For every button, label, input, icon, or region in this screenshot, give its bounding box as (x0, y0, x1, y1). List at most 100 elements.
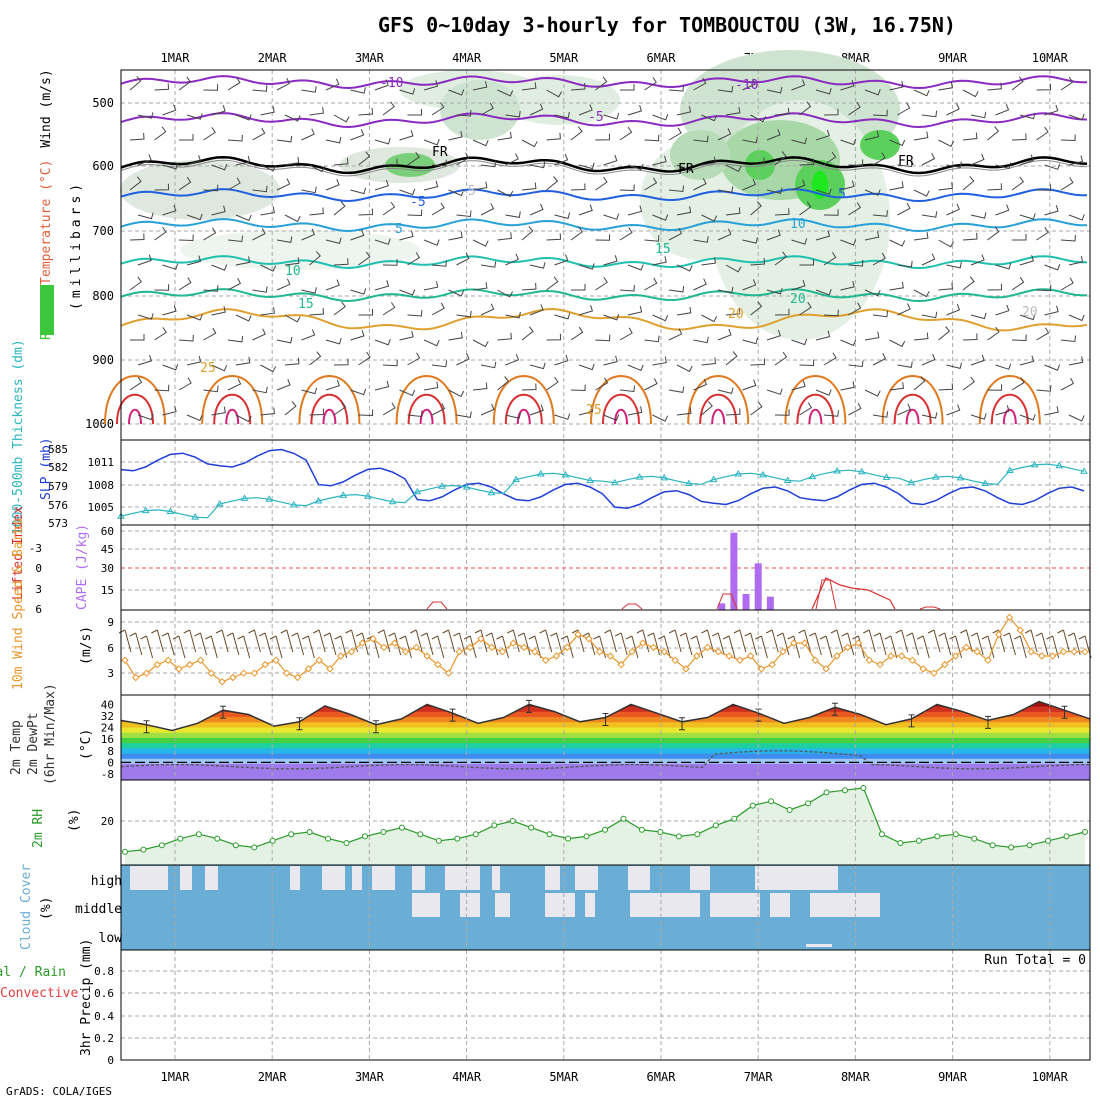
wind-barb (946, 203, 960, 216)
wind-speed-marker (736, 656, 744, 665)
wind-barb (916, 635, 930, 659)
wind-barb (302, 635, 315, 659)
wind-barb (815, 188, 832, 195)
wind-barb (717, 85, 734, 93)
thickness-marker (734, 470, 743, 477)
wind-barb (946, 404, 961, 416)
wind-barb (848, 259, 864, 267)
wind-barb (472, 239, 489, 247)
temp-contour (120, 218, 1087, 233)
wind-barb (333, 358, 349, 366)
top-date-label: 10MAR (1032, 51, 1069, 65)
wind-barb (215, 629, 229, 653)
wind-speed-marker (250, 669, 259, 677)
wind-barb (750, 157, 765, 166)
wind-speed-marker (261, 660, 269, 669)
rh-shading (670, 130, 730, 180)
wind-barb (946, 304, 961, 316)
rh2m-marker (343, 840, 350, 846)
wind-barb (578, 363, 595, 371)
rh2m-marker (509, 818, 516, 824)
wind-barb (140, 635, 154, 659)
thickness-ylabel-text: 1000-500mb Thickness (dm) (11, 339, 26, 535)
wind-barb (227, 134, 243, 142)
wind-speed-marker (671, 656, 679, 665)
wind-barb (872, 411, 889, 418)
cloud-clear (290, 866, 300, 890)
wind-barb (725, 351, 738, 366)
wind-barb (472, 181, 488, 191)
wind-barb (823, 252, 837, 266)
thickness-marker (215, 500, 224, 507)
wind-barb (358, 309, 373, 316)
wind-barb (1011, 133, 1027, 141)
rh2m-marker (306, 829, 313, 835)
wind-barb (668, 84, 684, 92)
ylabel-part: Wind (m/s) (39, 69, 54, 147)
wind-speed-marker (132, 673, 140, 682)
wind-barb (529, 103, 544, 116)
wind-barb (505, 354, 520, 366)
temp-contour (808, 408, 823, 425)
wind-barb (309, 307, 325, 316)
wind-barb (137, 254, 152, 266)
wind-barb (358, 351, 371, 366)
wind-barb (1060, 134, 1076, 142)
contour-label: 20 (790, 292, 806, 307)
thickness-tick: 576 (48, 499, 68, 512)
temp-contour (310, 393, 349, 425)
wind-barb (742, 136, 758, 144)
wind-barb (410, 629, 423, 653)
wind-speed-marker (347, 647, 356, 656)
rh2m-marker (675, 833, 682, 840)
temp-contour (298, 375, 361, 425)
wind-speed-marker (326, 665, 334, 673)
wind-barb (848, 302, 862, 316)
wind-speed-marker (897, 652, 906, 660)
wind-barb (154, 83, 170, 91)
wind-barb (358, 251, 371, 266)
wind-speed-marker (477, 635, 485, 643)
precip-tick: 0.8 (94, 965, 114, 978)
wind-speed-marker (768, 660, 776, 669)
wind-barb (1003, 632, 1016, 656)
wind-barb (431, 360, 448, 368)
wind-barb (358, 409, 374, 417)
wind-barb (603, 112, 620, 120)
wind-barb (962, 276, 975, 291)
pressure-tick: 1000 (85, 417, 114, 431)
wind-barb (1019, 255, 1035, 266)
wind-unit: (m/s) (79, 626, 94, 665)
wind-barb (456, 252, 470, 266)
wind-barb (309, 207, 324, 216)
wind-barb (325, 78, 340, 91)
wind-barb (358, 208, 374, 216)
wind-barb (921, 353, 936, 366)
temp-ylabel-line: 2m DewPt (26, 712, 41, 775)
wind-barb (137, 313, 154, 320)
wind-barb (766, 86, 783, 94)
wind-barb (423, 281, 439, 291)
wind-barb (129, 76, 142, 91)
wind-barb (970, 212, 987, 219)
wind-barb (840, 381, 855, 391)
wind-barb (815, 87, 832, 95)
wind-barb (717, 228, 732, 241)
temp-contour (120, 307, 1088, 332)
wind-barb (497, 189, 514, 198)
wind-barb (717, 329, 732, 341)
cape-tick: 45 (101, 543, 114, 556)
wind-barb (472, 282, 488, 291)
wind-speed-marker (660, 647, 669, 656)
cloud-clear (755, 866, 838, 890)
wind-barb (172, 635, 186, 659)
cape-bar (754, 563, 762, 610)
wind-barb (742, 379, 757, 391)
wind-barb (529, 161, 546, 169)
wind-barb (693, 378, 708, 391)
wind-barb (864, 289, 881, 297)
wind-barb (889, 239, 906, 247)
wind-barb (962, 232, 978, 241)
wind-barb (995, 262, 1012, 270)
bottom-date-label: 1MAR (161, 1070, 191, 1084)
